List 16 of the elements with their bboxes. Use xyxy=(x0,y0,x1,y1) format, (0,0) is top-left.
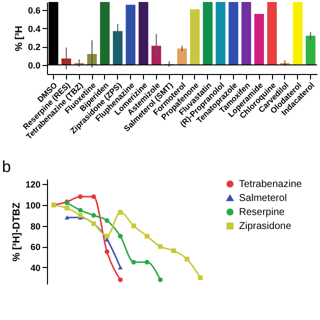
y-tick-label: 80 xyxy=(30,221,40,232)
y-tick-label: 0.2 xyxy=(28,42,40,52)
y-tick-label: 0.0 xyxy=(28,60,40,70)
text: b xyxy=(2,159,11,176)
legend-label: Reserpine xyxy=(239,207,286,218)
legend-label: Salmeterol xyxy=(239,193,287,204)
legend-label: Tetrabenazine xyxy=(239,179,302,190)
legend-label: Ziprasidone xyxy=(239,221,292,232)
y-axis-title: % [³H]-DTBZ xyxy=(11,202,22,262)
y-tick-label: 40 xyxy=(30,262,40,273)
y-tick-label: 60 xyxy=(30,242,40,252)
y-tick-label: 100 xyxy=(25,200,40,210)
y-tick-label: 0.6 xyxy=(28,6,40,16)
y-tick-label: 0.4 xyxy=(28,24,40,34)
y-tick-label: 120 xyxy=(25,180,40,190)
y-axis-title: % [³H xyxy=(14,26,25,52)
